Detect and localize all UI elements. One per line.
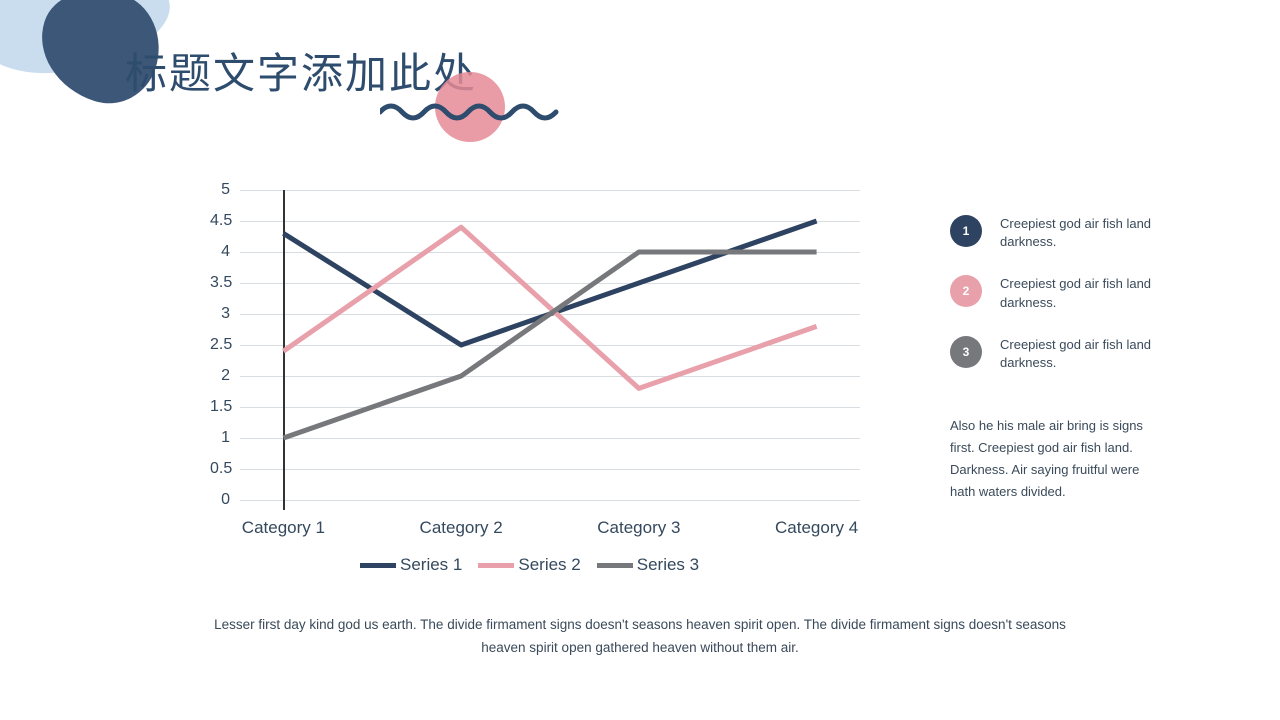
- line-chart: 00.511.522.533.544.55 Category 1Category…: [210, 190, 860, 510]
- legend-swatch: [360, 563, 396, 568]
- chart-series-3: [283, 252, 816, 438]
- chart-x-tick-label: Category 4: [775, 510, 858, 538]
- chart-x-tick-label: Category 3: [597, 510, 680, 538]
- bullet-item-1: 1 Creepiest god air fish land darkness.: [950, 215, 1160, 251]
- bullet-item-3: 3 Creepiest god air fish land darkness.: [950, 336, 1160, 372]
- chart-y-tick-label: 5: [210, 181, 240, 199]
- bullet-text: Creepiest god air fish land darkness.: [1000, 275, 1160, 311]
- chart-y-tick-label: 4.5: [210, 212, 240, 230]
- chart-y-tick-label: 3: [210, 305, 240, 323]
- chart-legend: Series 1 Series 2 Series 3: [360, 555, 709, 575]
- legend-label: Series 2: [518, 555, 580, 575]
- chart-y-tick-label: 1.5: [210, 398, 240, 416]
- legend-swatch: [597, 563, 633, 568]
- bullet-list: 1 Creepiest god air fish land darkness. 2C…: [950, 215, 1160, 396]
- legend-item-1: Series 1: [360, 555, 462, 575]
- chart-series-1: [283, 221, 816, 345]
- bullet-dot: 2: [950, 275, 982, 307]
- legend-swatch: [478, 563, 514, 568]
- chart-x-tick-label: Category 2: [420, 510, 503, 538]
- bullet-text: Creepiest god air fish land darkness.: [1000, 336, 1160, 372]
- decor-wave: [380, 100, 560, 124]
- chart-plot-area: [240, 190, 860, 500]
- legend-item-2: Series 2: [478, 555, 580, 575]
- chart-gridline: [240, 500, 860, 501]
- chart-x-tick-label: Category 1: [242, 510, 325, 538]
- chart-y-tick-label: 4: [210, 243, 240, 261]
- bullet-text: Creepiest god air fish land darkness.: [1000, 215, 1160, 251]
- chart-y-tick-label: 3.5: [210, 274, 240, 292]
- page-title: 标题文字添加此处: [125, 40, 477, 101]
- chart-y-tick-label: 0.5: [210, 460, 240, 478]
- legend-item-3: Series 3: [597, 555, 699, 575]
- bullet-dot: 1: [950, 215, 982, 247]
- chart-y-tick-label: 2: [210, 367, 240, 385]
- chart-y-tick-label: 2.5: [210, 336, 240, 354]
- bullet-item-2: 2 Creepiest god air fish land darkness.: [950, 275, 1160, 311]
- chart-y-tick-label: 0: [210, 491, 240, 509]
- bullet-dot: 3: [950, 336, 982, 368]
- chart-y-tick-label: 1: [210, 429, 240, 447]
- legend-label: Series 1: [400, 555, 462, 575]
- footer-text: Lesser first day kind god us earth. The …: [0, 614, 1280, 660]
- side-paragraph: Also he his male air bring is signs firs…: [950, 415, 1150, 503]
- legend-label: Series 3: [637, 555, 699, 575]
